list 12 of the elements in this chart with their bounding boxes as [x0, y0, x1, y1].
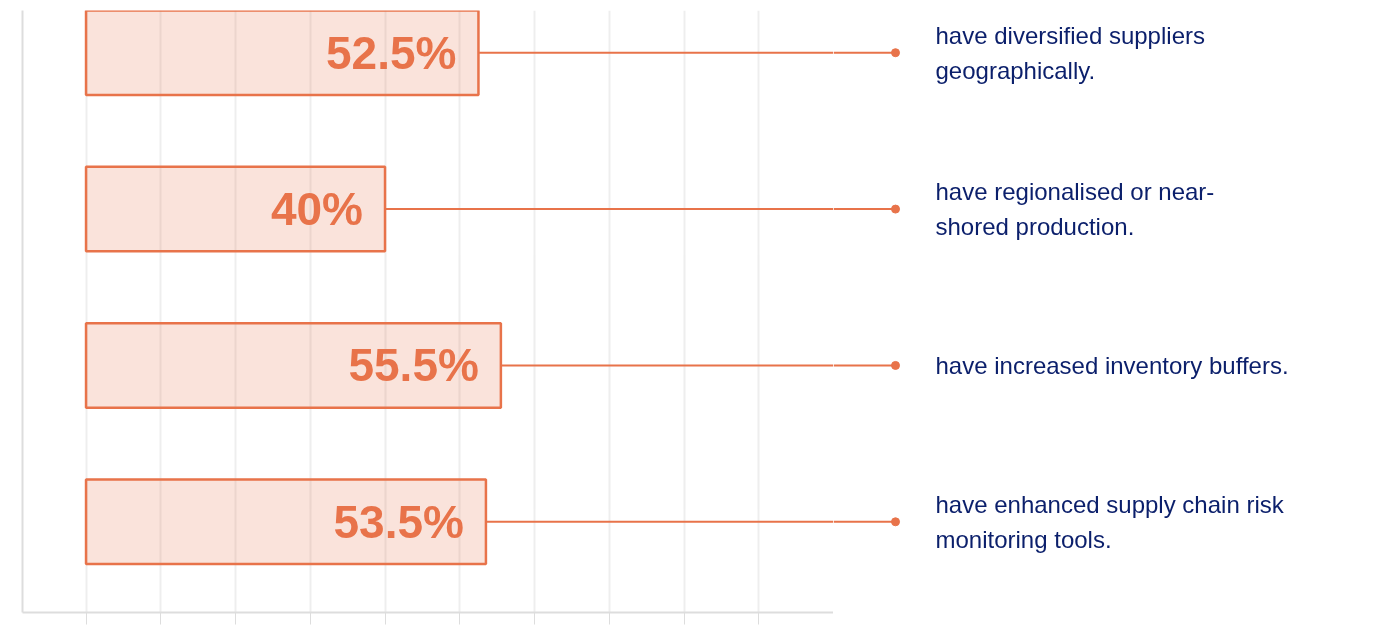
y-tick-label: have enhanced supply chain risk monitoring tools. [935, 490, 1285, 553]
y-tick-label: have increased inventory buffers. [935, 351, 1289, 379]
bar [84, 10, 480, 97]
data-label: 52.5% [326, 26, 457, 79]
bar [84, 165, 387, 253]
bar [84, 478, 488, 566]
data-label: 55.5% [348, 339, 479, 392]
data-label: 40% [270, 183, 364, 236]
data-label: 53.5% [333, 495, 464, 548]
y-tick-label: have regionalised or near- shored production. [935, 178, 1215, 241]
y-tick-label: have diversified suppliers geographically. [935, 21, 1205, 84]
bar [84, 321, 503, 409]
